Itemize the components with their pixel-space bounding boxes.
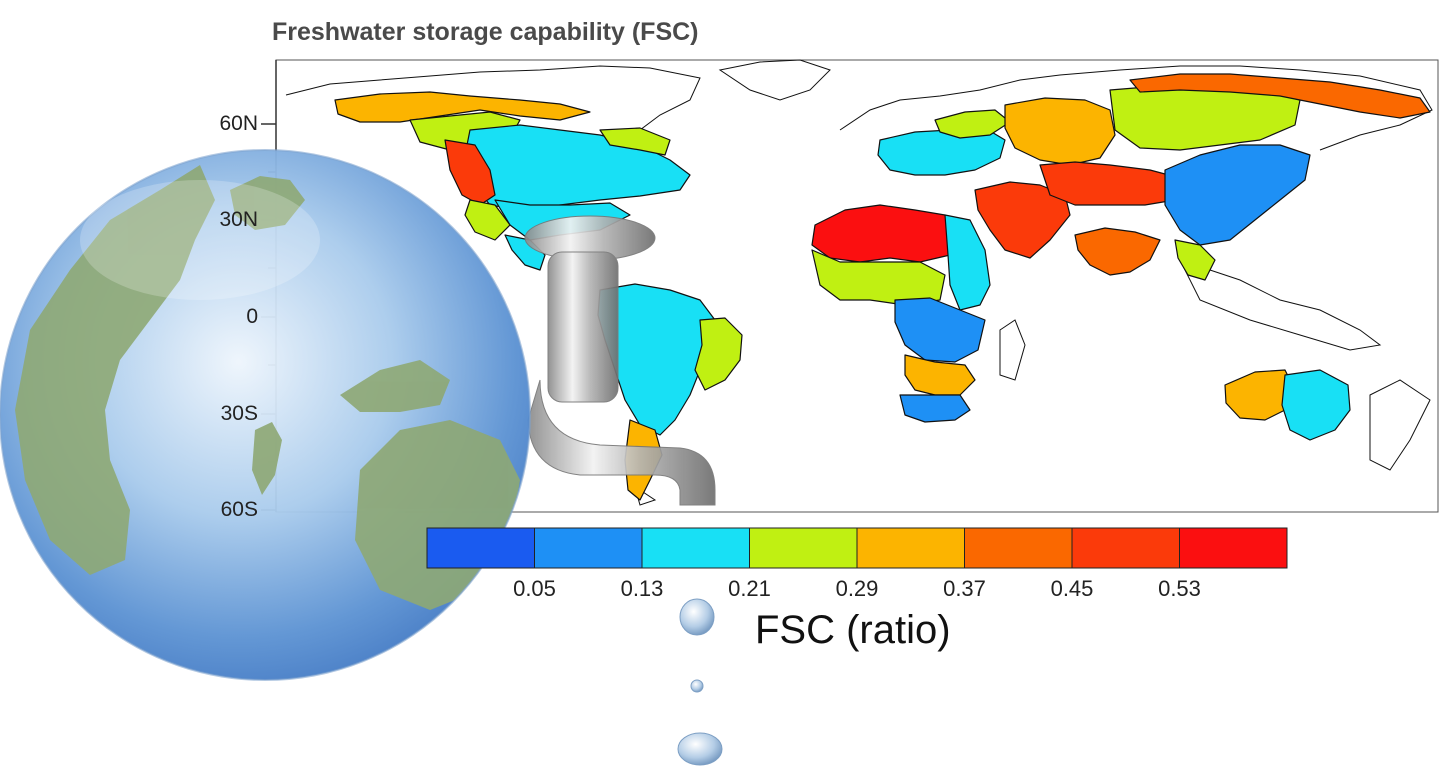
region-arabia-basins (974, 181, 1071, 259)
water-tap-icon (524, 215, 716, 506)
region-us-southwest-basin (464, 199, 511, 241)
colorbar-tick-3: 0.29 (835, 576, 879, 601)
region-brazil-east-basins (694, 317, 743, 391)
region-west-africa-basin (811, 249, 946, 306)
colorbar-tick-5: 0.45 (1050, 576, 1094, 601)
region-siberia-west-basin (1004, 97, 1116, 166)
region-australia-east-basin (1281, 369, 1351, 441)
colorbar (426, 527, 1288, 569)
region-canada-east-basin (599, 127, 671, 156)
colorbar-tick-2: 0.21 (728, 576, 771, 601)
colorbar-tick-labels: 0.05 0.13 0.21 0.29 0.37 0.45 0.53 (427, 576, 1287, 606)
region-zambezi-basin (899, 394, 971, 423)
latitude-label-60n: 60N (219, 112, 258, 135)
colorbar-swatch-2 (641, 527, 750, 569)
colorbar-swatch-1 (534, 527, 643, 569)
colorbar-title: FSC (ratio) (755, 608, 951, 652)
region-nile-basin (944, 214, 991, 311)
map-title: Freshwater storage capability (FSC) (272, 18, 699, 46)
region-scandinavia-basin (934, 109, 1011, 139)
region-east-asia-basins (1164, 144, 1311, 246)
colorbar-tick-6: 0.53 (1158, 576, 1201, 601)
colorbar-swatch-0 (426, 527, 535, 569)
region-southeast-asia-basin (1174, 239, 1216, 281)
latitude-label-60s: 60S (220, 498, 258, 521)
colorbar-tick-0: 0.05 (513, 576, 556, 601)
region-siberia-east-basin (1129, 73, 1431, 119)
latitude-label-equator: 0 (246, 305, 258, 328)
region-north-america-arctic-basins (334, 91, 591, 123)
colorbar-swatch-6 (1071, 527, 1180, 569)
latitude-label-30s: 30S (220, 402, 258, 425)
region-india-basin (1074, 227, 1161, 276)
colorbar-swatch-3 (749, 527, 858, 569)
colorbar-tick-4: 0.37 (943, 576, 986, 601)
colorbar-swatch-5 (964, 527, 1073, 569)
colorbar-swatch-4 (856, 527, 965, 569)
region-congo-basin (894, 297, 986, 363)
colorbar-tick-1: 0.13 (620, 576, 664, 601)
latitude-label-30n: 30N (219, 208, 258, 231)
water-drop-icon (677, 598, 723, 766)
region-pacific-northwest-basin (444, 139, 496, 206)
colorbar-swatch-7 (1179, 527, 1288, 569)
